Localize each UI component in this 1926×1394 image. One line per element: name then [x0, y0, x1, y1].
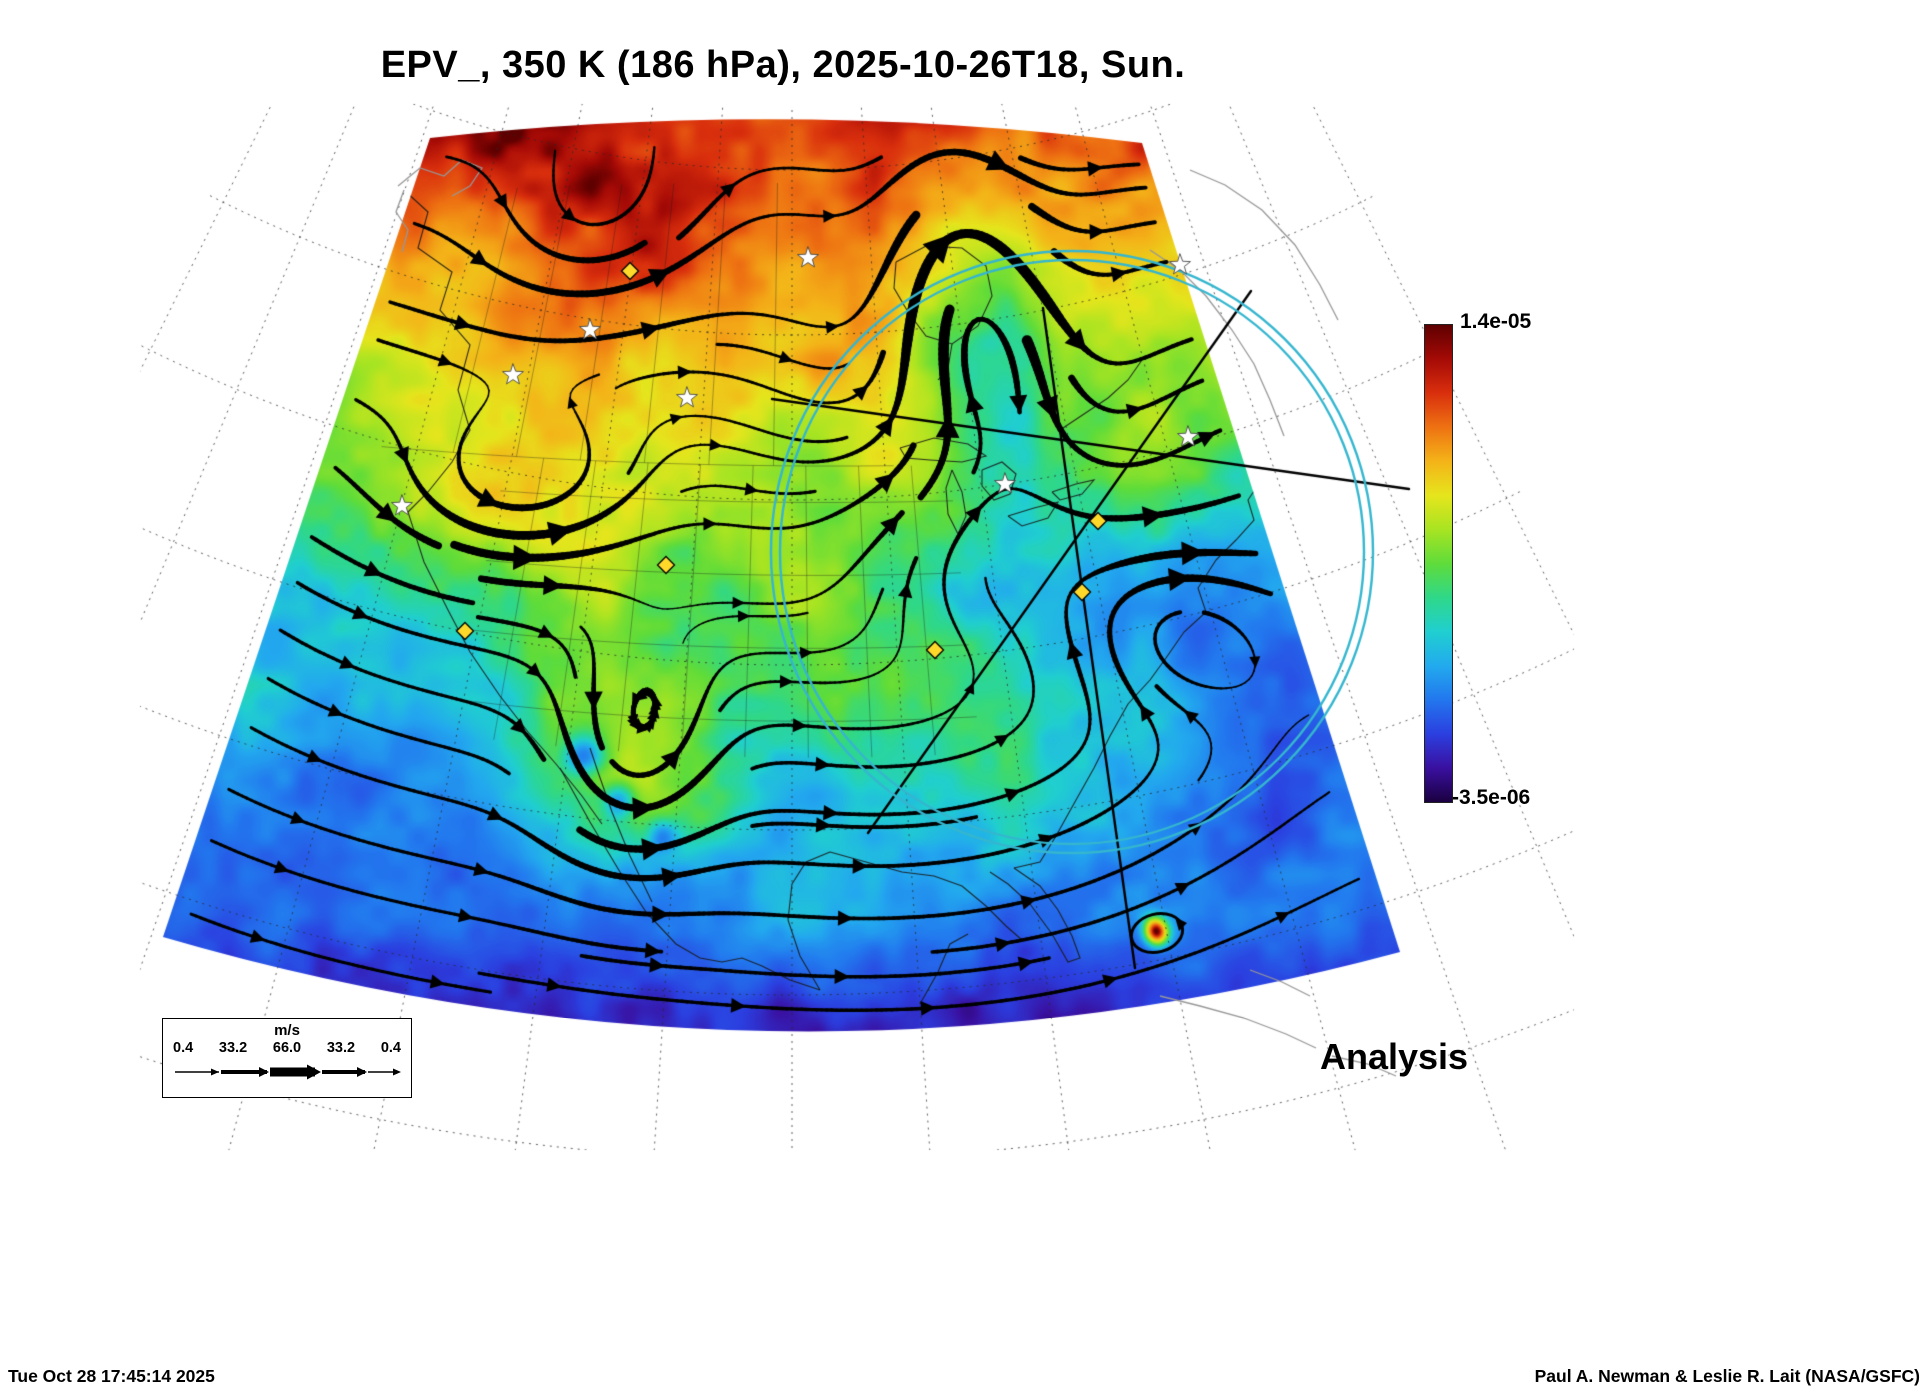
wind-arrow-scale-icon: [175, 1064, 401, 1080]
wind-speed-value: 33.2: [326, 1040, 356, 1056]
wind-legend-values: 0.4 33.2 66.0 33.2 0.4: [163, 1040, 411, 1056]
timestamp: Tue Oct 28 17:45:14 2025: [8, 1366, 215, 1386]
wind-speed-legend: m/s 0.4 33.2 66.0 33.2 0.4: [162, 1018, 412, 1098]
analysis-label: Analysis: [1320, 1036, 1469, 1077]
wind-speed-value: 0.4: [380, 1040, 401, 1056]
colorbar: 1.4e-05 -3.5e-06: [1424, 308, 1594, 820]
wind-speed-value: 66.0: [272, 1040, 302, 1056]
plot-title: EPV_, 350 K (186 hPa), 2025-10-26T18, Su…: [380, 44, 1186, 86]
wind-legend-unit: m/s: [274, 1022, 300, 1039]
wind-speed-value: 0.4: [173, 1040, 194, 1056]
colorbar-min-label: -3.5e-06: [1452, 786, 1531, 809]
colorbar-max-label: 1.4e-05: [1460, 310, 1532, 333]
wind-speed-value: 33.2: [218, 1040, 248, 1056]
credit: Paul A. Newman & Leslie R. Lait (NASA/GS…: [1534, 1366, 1920, 1386]
colorbar-gradient: [1424, 324, 1453, 803]
